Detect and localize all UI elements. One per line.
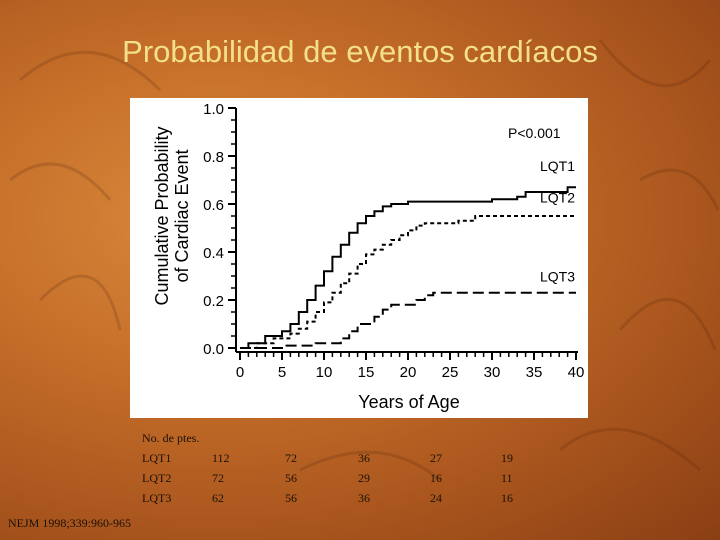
series-label-lqt1: LQT1 (540, 158, 575, 174)
risk-cell: 56 (285, 491, 297, 505)
x-tick-label: 0 (236, 364, 244, 381)
series-label-lqt3: LQT3 (540, 269, 575, 285)
y-axis-label: Cumulative Probability of Cardiac Event (152, 126, 192, 305)
risk-cell: 62 (212, 491, 224, 505)
risk-cell: 19 (501, 451, 513, 465)
risk-cell: 56 (285, 471, 297, 485)
y-tick-label: 1.0 (203, 101, 224, 118)
risk-cell: 72 (212, 471, 224, 485)
y-tick-label: 0.8 (203, 149, 224, 166)
risk-cell: 72 (285, 451, 297, 465)
x-tick-label: 10 (316, 364, 333, 381)
x-axis-label: Years of Age (358, 392, 459, 412)
risk-cell: 24 (430, 491, 442, 505)
risk-cell: 29 (358, 471, 370, 485)
y-tick-label: 0.2 (203, 293, 224, 310)
slide-title: Probabilidad de eventos cardíacos (122, 34, 598, 69)
y-axis-label-line1: Cumulative Probability (152, 126, 172, 305)
risk-cell: 16 (430, 471, 442, 485)
survival-chart: Cumulative Probability of Cardiac Event … (130, 98, 588, 418)
x-tick-label: 30 (484, 364, 501, 381)
series-line-lqt3 (240, 291, 576, 349)
risk-cell: 16 (501, 491, 513, 505)
y-axis-label-line2: of Cardiac Event (172, 149, 192, 282)
risk-cell: 112 (212, 451, 230, 465)
x-tick-label: 35 (526, 364, 543, 381)
risk-cell: 27 (430, 451, 442, 465)
risk-cell: 36 (358, 491, 370, 505)
x-tick-label: 25 (442, 364, 459, 381)
series-line-lqt2 (240, 215, 576, 349)
x-tick-label: 5 (278, 364, 286, 381)
y-tick-label: 0.0 (203, 341, 224, 358)
risk-row-label-lqt3: LQT3 (142, 491, 172, 505)
p-value-annotation: P<0.001 (508, 125, 561, 141)
risk-cell: 11 (501, 471, 513, 485)
risk-cell: 36 (358, 451, 370, 465)
x-tick-label: 40 (568, 364, 585, 381)
risk-table-header: No. de ptes. (142, 431, 200, 445)
risk-row-label-lqt1: LQT1 (142, 451, 172, 465)
y-tick-label: 0.4 (203, 245, 224, 262)
series-label-lqt2: LQT2 (540, 189, 575, 205)
citation: NEJM 1998;339:960-965 (8, 516, 131, 530)
risk-row-label-lqt2: LQT2 (142, 471, 172, 485)
chart-svg: Cumulative Probability of Cardiac Event … (152, 101, 585, 412)
y-tick-label: 0.6 (203, 197, 224, 214)
x-tick-label: 20 (400, 364, 417, 381)
series-line-lqt1 (240, 186, 576, 349)
x-tick-label: 15 (358, 364, 375, 381)
